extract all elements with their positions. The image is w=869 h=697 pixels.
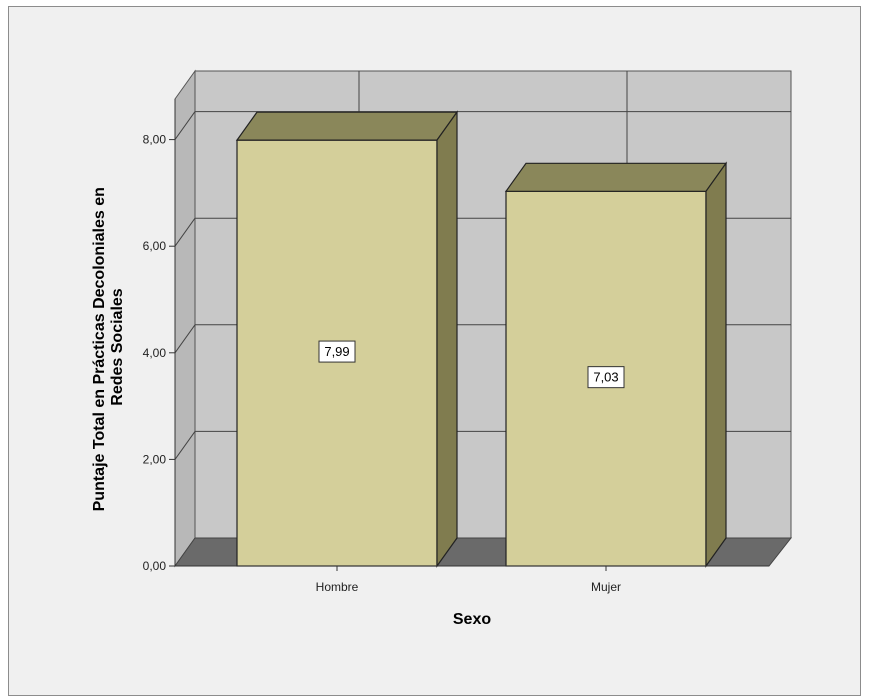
bar-hombre: 7,99 xyxy=(235,110,459,568)
y-tick-label: 2,00 xyxy=(143,452,167,466)
y-axis-title-line-2: Redes Sociales xyxy=(109,288,126,406)
data-label: 7,03 xyxy=(587,366,625,389)
data-label: 7,99 xyxy=(318,340,356,363)
bar-side xyxy=(436,110,458,568)
y-tick-label: 0,00 xyxy=(143,559,167,573)
gridline-side xyxy=(174,324,196,354)
bar-mujer: 7,03 xyxy=(504,161,728,568)
x-tick-label: Hombre xyxy=(316,580,359,594)
chart-frame: 7,99 7,03 0,00 2,00 4,00 6,00 8,00 Hombre Muje… xyxy=(8,6,861,696)
side-wall xyxy=(174,69,196,568)
x-axis: Hombre Mujer xyxy=(175,565,769,594)
y-axis-title-line-1: Puntaje Total en Prácticas Decoloniales … xyxy=(91,187,108,511)
y-axis: 0,00 2,00 4,00 6,00 8,00 xyxy=(143,99,176,573)
y-tick-label: 8,00 xyxy=(143,133,167,147)
x-axis-title: Sexo xyxy=(453,611,491,628)
data-label-text: 7,99 xyxy=(324,344,349,359)
y-tick-label: 6,00 xyxy=(143,239,167,253)
y-axis-title: Puntaje Total en Prácticas Decoloniales … xyxy=(91,183,126,512)
x-tick-label: Mujer xyxy=(591,580,621,594)
y-tick-label: 4,00 xyxy=(143,346,167,360)
bar-side xyxy=(705,161,727,568)
data-label-box xyxy=(318,340,356,363)
data-label-box xyxy=(587,366,625,389)
gridline-side xyxy=(174,111,196,140)
gridline-side xyxy=(174,217,196,247)
bars: 7,99 7,03 xyxy=(235,110,728,568)
bar-top xyxy=(235,111,459,141)
data-label-text: 7,03 xyxy=(593,370,618,385)
bar-top xyxy=(504,162,728,192)
bar-chart: 7,99 7,03 0,00 2,00 4,00 6,00 8,00 Hombre Muje… xyxy=(91,69,793,628)
gridline-side xyxy=(174,431,196,460)
